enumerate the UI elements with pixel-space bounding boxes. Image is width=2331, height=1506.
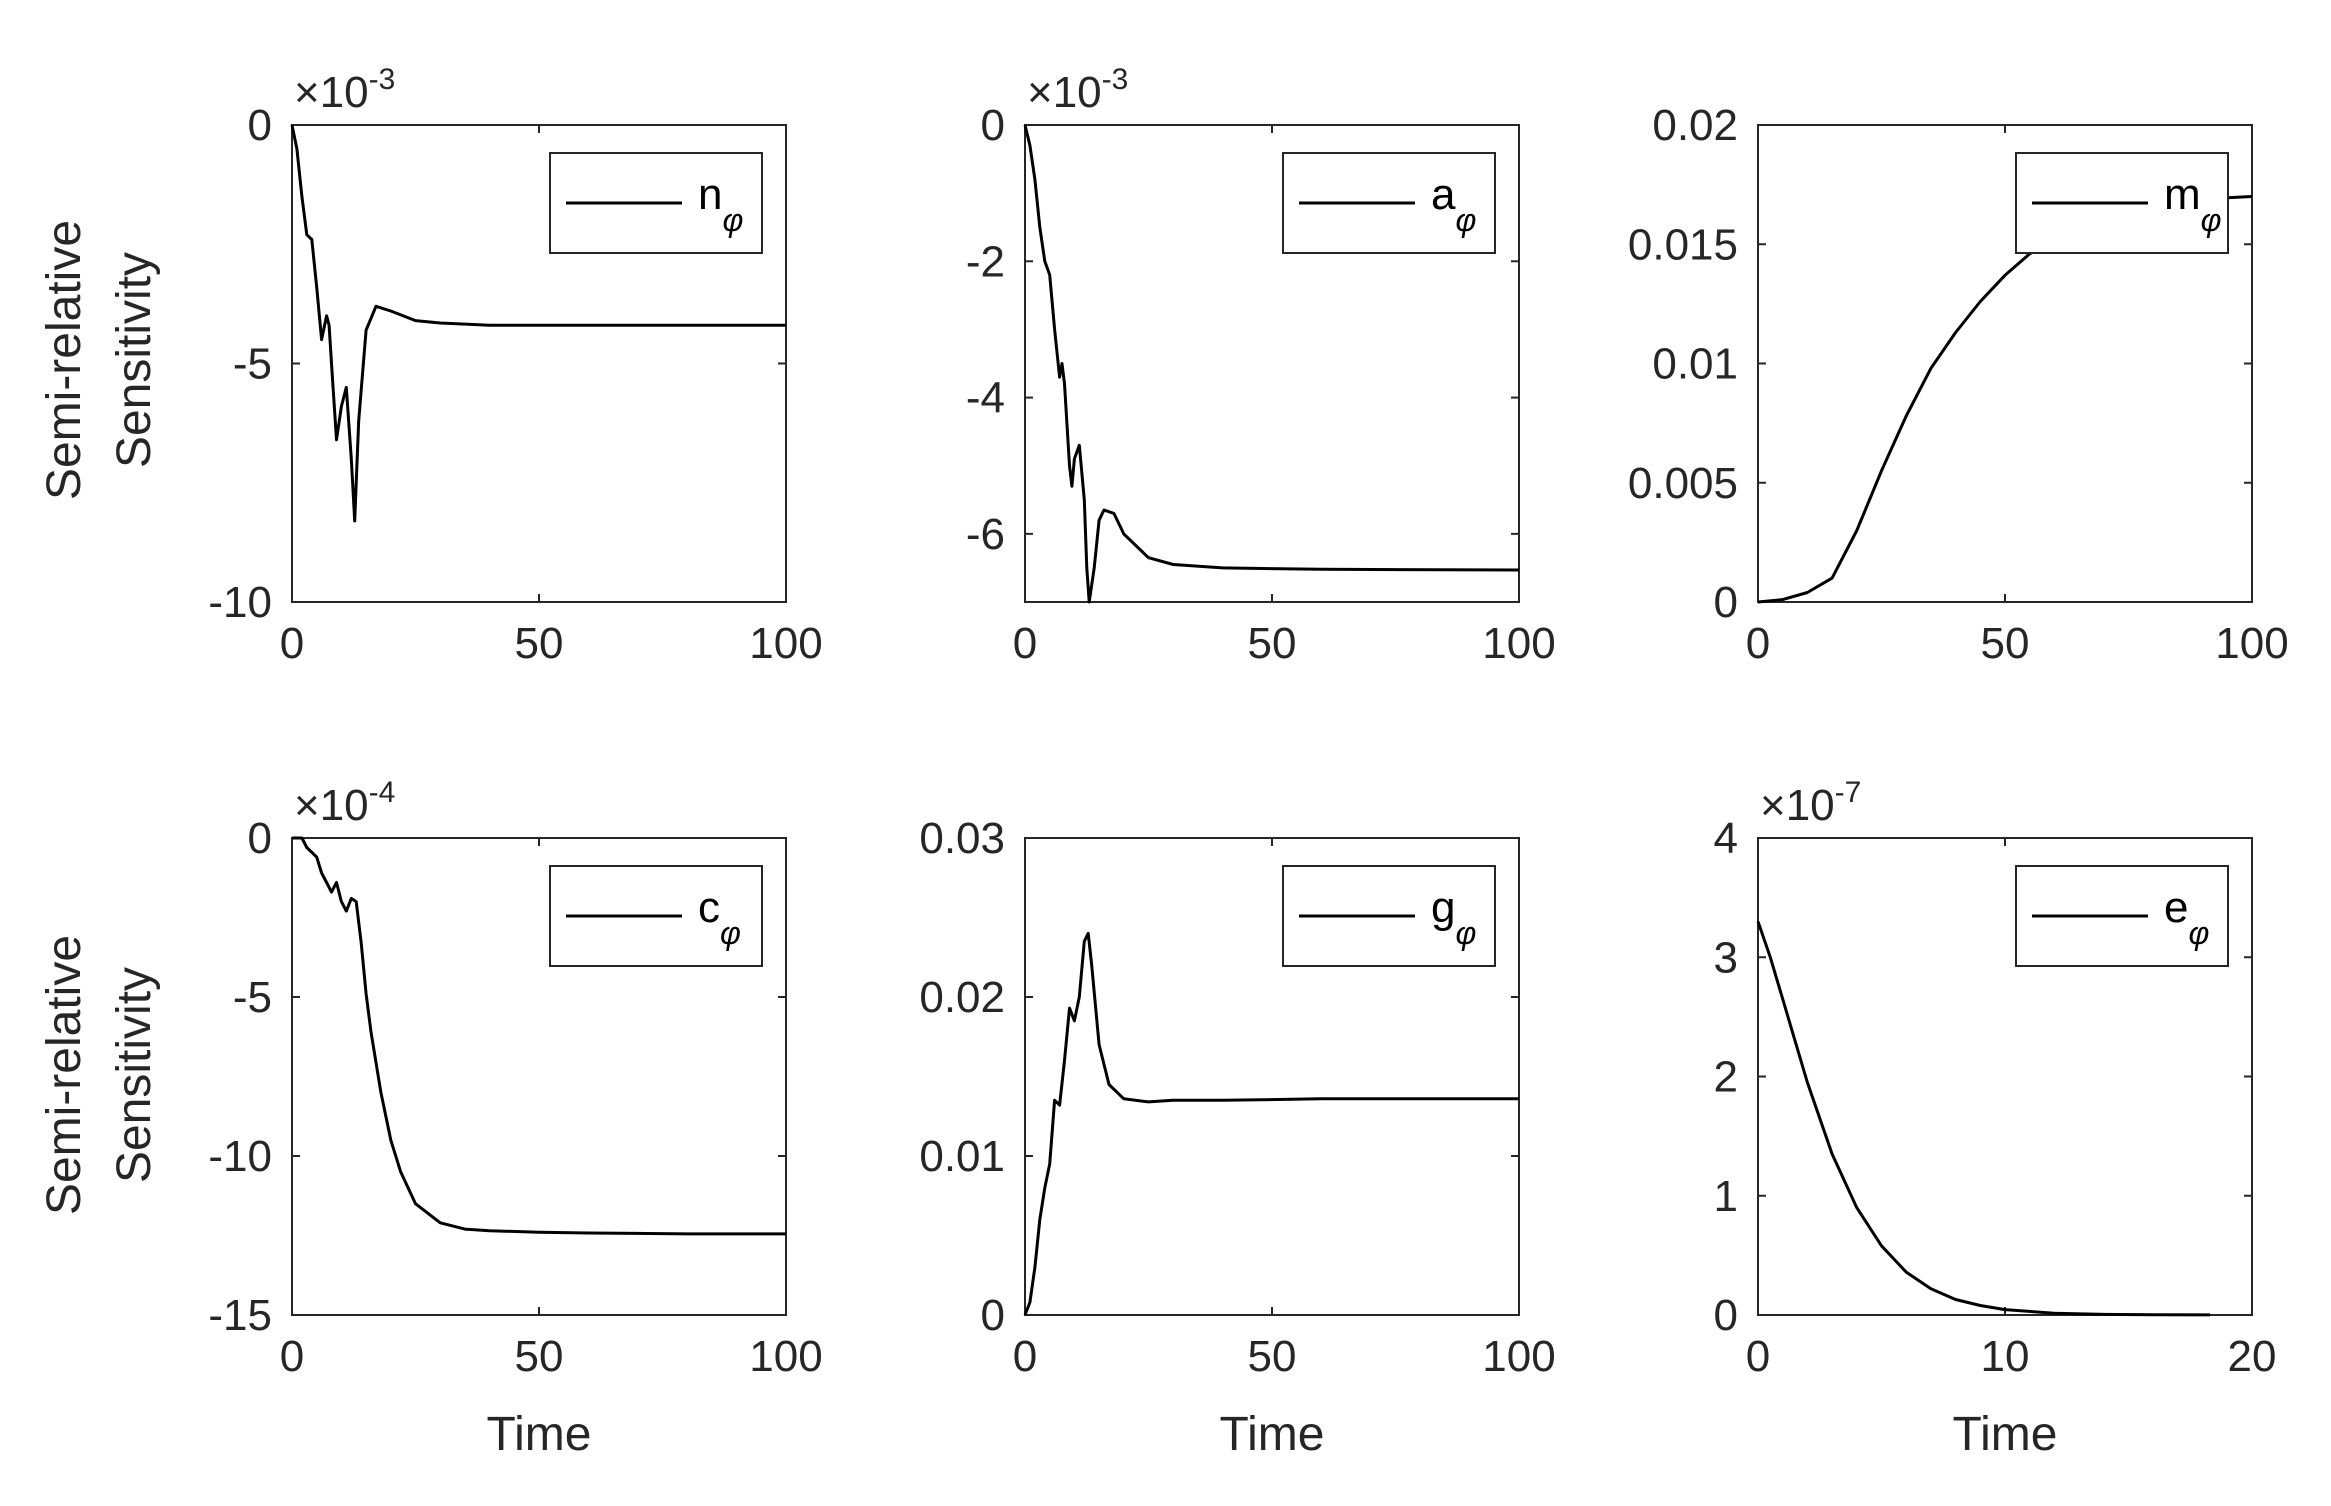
legend: cφ [549,865,763,967]
ytick-label: -4 [966,374,1005,423]
legend-label: eφ [2164,883,2209,951]
series-line-a [1023,124,1520,604]
ytick-label: 0 [248,101,272,150]
ytick-label: 0.01 [919,1132,1005,1181]
legend-label: nφ [698,170,743,238]
ylabel-row1-line2: Sensitivity [108,252,161,468]
ytick-label: 0.02 [1652,101,1738,150]
legend: mφ [2015,152,2229,254]
xtick-label: 50 [515,619,564,668]
ytick-label: 0.02 [919,973,1005,1022]
subplot-5: 0 50 100 0 0.01 0.02 0.03 Time gφ [919,814,1555,1461]
series-line-e [1756,921,2211,1317]
legend: nφ [549,152,763,254]
legend: eφ [2015,865,2229,967]
xlabel: Time [1953,1408,2058,1461]
legend-label: cφ [698,883,741,951]
xtick-label: 100 [1482,1332,1555,1381]
legend-label: mφ [2164,170,2222,238]
ytick-label: -5 [233,973,272,1022]
ytick-label: 0.005 [1628,459,1738,508]
xtick-label: 10 [1981,1332,2030,1381]
legend-label: gφ [1431,883,1476,951]
legend: gφ [1282,865,1496,967]
ytick-label: 0.01 [1652,340,1738,389]
subplot-6: 0 10 20 0 1 2 3 4 ×10-7 Time eφ [1714,776,2277,1461]
ytick-label: -10 [208,1132,272,1181]
ylabel-row1-line1: Semi-relative [38,220,91,500]
xtick-label: 100 [2215,619,2288,668]
ytick-label: 0 [1714,1291,1738,1340]
series-line-g [1023,931,1519,1316]
xtick-label: 0 [1746,1332,1770,1381]
ytick-label: -6 [966,510,1005,559]
axis-exponent: ×10-4 [294,776,395,830]
series-line-c [292,836,786,1236]
ytick-label: 4 [1714,814,1738,863]
subplot-4: 0 50 100 -15 -10 -5 0 ×10-4 Time cφ [208,776,822,1461]
axis-exponent: ×10-7 [1760,776,1861,830]
ytick-label: 1 [1714,1172,1738,1221]
xtick-label: 50 [515,1332,564,1381]
xtick-label: 100 [749,619,822,668]
subplot-3: 0 50 100 0 0.005 0.01 0.015 0.02 mφ [1628,101,2289,668]
xtick-label: 0 [280,1332,304,1381]
ytick-label: 0.015 [1628,220,1738,269]
xtick-label: 20 [2228,1332,2277,1381]
row1-ylabel: Semi-relative Sensitivity [38,220,161,500]
ytick-label: -5 [233,340,272,389]
series-line-m [1757,195,2253,604]
ytick-label: 0 [248,814,272,863]
xtick-label: 0 [1746,619,1770,668]
ytick-label: -10 [208,578,272,627]
subplot-1: 0 50 100 -10 -5 0 ×10-3 nφ [208,63,822,668]
xtick-label: 50 [1981,619,2030,668]
series-line-n [290,124,786,523]
xtick-label: 50 [1248,1332,1297,1381]
axis-exponent: ×10-3 [294,63,395,117]
xlabel: Time [487,1408,592,1461]
ytick-label: 3 [1714,933,1738,982]
xtick-label: 50 [1248,619,1297,668]
subplot-2: 0 50 100 -6 -4 -2 0 ×10-3 aφ [966,63,1556,668]
xtick-label: 0 [1013,619,1037,668]
ytick-label: -15 [208,1291,272,1340]
xtick-label: 100 [1482,619,1555,668]
legend-label: aφ [1431,170,1476,238]
ytick-label: 0.03 [919,814,1005,863]
legend: aφ [1282,152,1496,254]
row2-ylabel: Semi-relative Sensitivity [38,935,161,1215]
ylabel-row2-line2: Sensitivity [108,967,161,1183]
ytick-label: 0 [1714,578,1738,627]
xtick-label: 0 [280,619,304,668]
ytick-label: 0 [981,1291,1005,1340]
ytick-label: 0 [981,101,1005,150]
ylabel-row2-line1: Semi-relative [38,935,91,1215]
ytick-label: 2 [1714,1053,1738,1102]
xlabel: Time [1220,1408,1325,1461]
ytick-label: -2 [966,237,1005,286]
xtick-label: 0 [1013,1332,1037,1381]
axis-exponent: ×10-3 [1027,63,1128,117]
xtick-label: 100 [749,1332,822,1381]
